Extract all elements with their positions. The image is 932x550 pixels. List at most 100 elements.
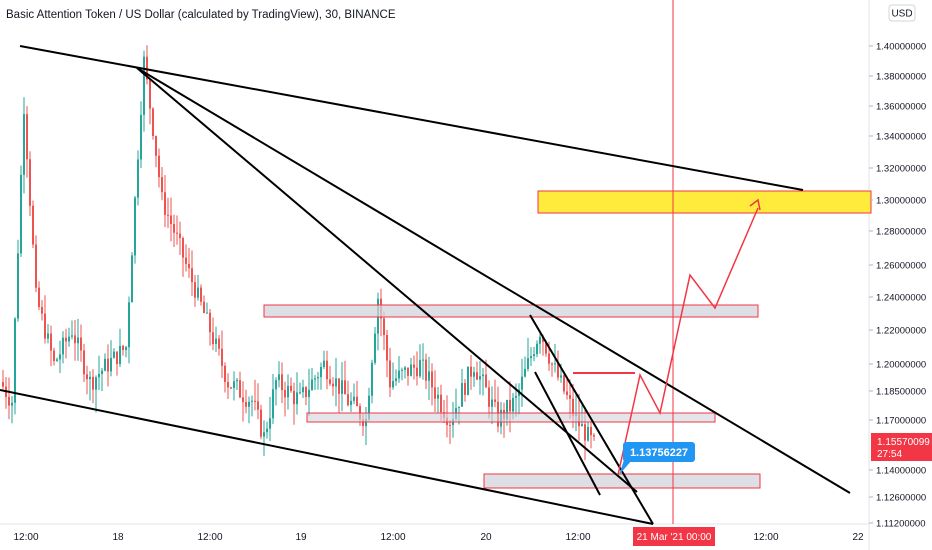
candle-body xyxy=(92,376,94,390)
candle-body xyxy=(542,336,544,342)
candle-body xyxy=(284,390,286,398)
candle-body xyxy=(266,428,268,433)
candle-body xyxy=(332,383,334,387)
candle-body xyxy=(593,435,595,437)
candle-body xyxy=(491,399,493,407)
y-tick-label: 1.17000000 xyxy=(876,416,926,427)
candle-body xyxy=(104,358,106,371)
candle-body xyxy=(119,345,121,365)
trendline-bottom[interactable] xyxy=(0,389,654,525)
candle-body xyxy=(326,360,328,380)
y-tick-label: 1.28000000 xyxy=(876,227,926,238)
candle-body xyxy=(11,402,13,406)
candle-body xyxy=(416,367,418,377)
candle-body xyxy=(260,409,262,437)
candle-body xyxy=(74,335,76,344)
candle-body xyxy=(329,379,331,384)
candle-body xyxy=(572,398,574,417)
target-zone[interactable] xyxy=(537,190,872,214)
candle-body xyxy=(353,396,355,401)
candle-body xyxy=(245,402,247,407)
candle-body xyxy=(293,390,295,405)
candle-body xyxy=(482,374,484,377)
support-zone[interactable] xyxy=(306,412,716,423)
chart-title: Basic Attention Token / US Dollar (calcu… xyxy=(6,9,396,21)
candle-body xyxy=(272,389,274,419)
candle-body xyxy=(320,367,322,378)
candle-body xyxy=(533,354,535,357)
candle-body xyxy=(134,197,136,256)
x-tick-label: 12:00 xyxy=(13,532,38,543)
callout-pointer-icon xyxy=(619,460,632,475)
candle-body xyxy=(173,224,175,233)
trendline-wedge-upper[interactable] xyxy=(529,314,654,525)
candle-body xyxy=(98,373,100,378)
candle-body xyxy=(128,302,130,348)
candle-body xyxy=(251,400,253,402)
candle-body xyxy=(407,367,409,376)
candle-body xyxy=(428,371,430,381)
candle-body xyxy=(263,432,265,437)
currency-button-label: USD xyxy=(891,9,912,20)
candle-body xyxy=(50,333,52,351)
price-callout[interactable]: 1.13756227 xyxy=(619,442,695,475)
candle-body xyxy=(53,350,55,361)
candle-body xyxy=(317,377,319,379)
currency-button[interactable]: USD xyxy=(888,4,916,22)
time-axis-labels: 12:00 18 12:00 19 12:00 20 12:00 12:00 22 xyxy=(13,532,864,543)
candle-body xyxy=(269,418,271,429)
candle-body xyxy=(83,350,85,375)
candle-body xyxy=(125,347,127,350)
candle-body xyxy=(554,363,556,365)
candle-body xyxy=(20,174,22,254)
candle-body xyxy=(56,359,58,361)
candle-body xyxy=(365,419,367,427)
candle-body xyxy=(587,426,589,441)
y-tick-label: 1.20000000 xyxy=(876,360,926,371)
candle-body xyxy=(548,353,550,364)
candle-body xyxy=(290,385,292,391)
candle-body xyxy=(557,363,559,378)
resistance-zone[interactable] xyxy=(263,304,759,318)
candle-body xyxy=(335,378,337,387)
candle-body xyxy=(185,257,187,264)
trendline-channel-top[interactable] xyxy=(136,67,851,494)
candle-body xyxy=(566,391,568,396)
y-tick-label: 1.26000000 xyxy=(876,261,926,272)
candle-body xyxy=(422,359,424,361)
candle-body xyxy=(425,359,427,381)
y-tick-label: 1.32000000 xyxy=(876,164,926,175)
candle-body xyxy=(188,263,190,269)
y-tick-label: 1.36000000 xyxy=(876,102,926,113)
candle-body xyxy=(521,376,523,390)
candle-body xyxy=(197,287,199,298)
trendline-upper-long[interactable] xyxy=(19,45,804,191)
x-tick-label: 19 xyxy=(295,532,307,543)
x-tick-label: 12:00 xyxy=(197,532,222,543)
candle-body xyxy=(113,351,115,358)
candle-body xyxy=(299,392,301,394)
candle-body xyxy=(230,387,232,389)
candle-body xyxy=(281,374,283,391)
candle-body xyxy=(347,394,349,406)
candle-body xyxy=(392,381,394,388)
trendline-wedge-lower[interactable] xyxy=(534,371,601,496)
x-tick-label: 12:00 xyxy=(565,532,590,543)
candle-body xyxy=(581,424,583,427)
candle-body xyxy=(107,358,109,372)
x-tick-label: 12:00 xyxy=(753,532,778,543)
candle-body xyxy=(419,359,421,377)
candle-body xyxy=(563,375,565,392)
forecast-arrow-path[interactable] xyxy=(617,207,759,476)
candle-body xyxy=(485,374,487,388)
last-price-label: 1.15570099 xyxy=(877,437,930,448)
demand-zone[interactable] xyxy=(483,473,761,489)
trendline-steep[interactable] xyxy=(136,67,638,493)
candle-body xyxy=(308,389,310,397)
callout-box xyxy=(623,442,695,462)
candle-body xyxy=(512,397,514,412)
candle-body xyxy=(395,378,397,382)
candle-body xyxy=(212,332,214,344)
